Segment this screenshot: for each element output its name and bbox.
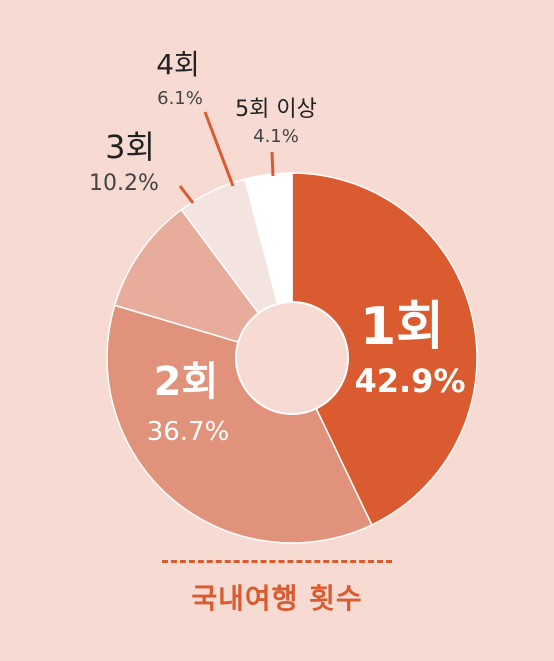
label-name-1: 1회: [360, 297, 444, 357]
chart-footer: 국내여행 횟수: [0, 560, 554, 617]
leader-line-5: [270, 151, 275, 177]
leader-line-4: [203, 111, 235, 187]
label-name-4: 4회: [156, 48, 200, 81]
donut-hole: [235, 301, 349, 415]
label-value-4: 6.1%: [157, 88, 203, 109]
label-name-3: 3회: [105, 128, 155, 166]
label-value-3: 10.2%: [89, 171, 159, 196]
label-value-2: 36.7%: [147, 417, 230, 447]
chart-title: 국내여행 횟수: [191, 582, 363, 615]
label-value-5: 4.1%: [253, 126, 299, 147]
label-value-1: 42.9%: [354, 362, 465, 400]
footer-dashed-line: [162, 560, 392, 563]
label-name-5: 5회 이상: [235, 97, 317, 122]
leader-line-3: [178, 185, 195, 204]
label-name-2: 2회: [154, 359, 219, 405]
